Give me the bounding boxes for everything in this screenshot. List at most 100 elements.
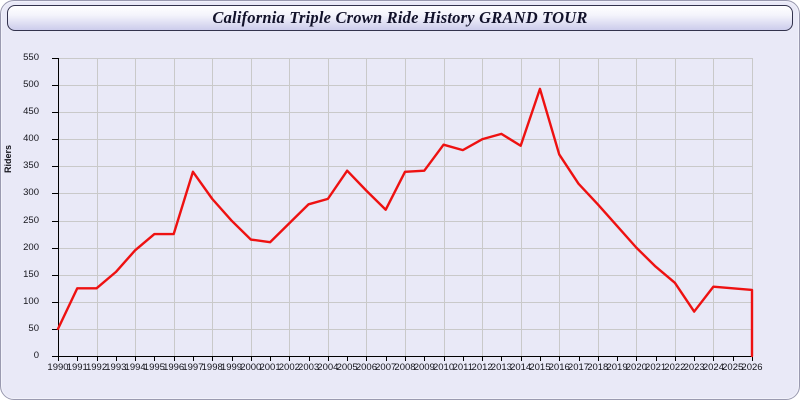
x-tick-mark [270,356,272,361]
x-tick-label: 2000 [240,362,262,373]
gridline-vertical [752,58,753,356]
x-tick-mark [462,356,464,361]
x-tick-label: 1998 [201,362,223,373]
x-tick-mark [289,356,291,361]
x-tick-mark [173,356,175,361]
gridline-vertical [520,58,522,356]
x-tick-mark [385,356,387,361]
x-tick-label: 2026 [741,362,763,373]
gridline-vertical [327,58,329,356]
x-tick-label: 2005 [336,362,358,373]
x-tick-mark [135,356,137,361]
x-tick-label: 2024 [702,362,725,373]
x-tick-mark [366,356,368,361]
y-tick-label: 550 [23,52,39,63]
gridline-vertical [443,58,445,356]
x-tick-mark [655,356,657,361]
x-tick-mark [482,356,484,361]
x-tick-mark [559,356,561,361]
x-tick-mark [520,356,522,361]
y-tick-mark [52,85,58,87]
x-tick-mark [58,356,59,361]
x-tick-label: 2015 [529,362,551,373]
x-tick-label: 2008 [394,362,416,373]
gridline-vertical [96,58,98,356]
x-tick-label: 1990 [47,362,69,373]
x-tick-label: 2025 [722,362,744,373]
y-tick-mark [52,58,58,59]
y-tick-mark [52,220,58,222]
page-title: California Triple Crown Ride History GRA… [212,8,588,27]
x-tick-mark [192,356,194,361]
x-tick-label: 1995 [143,362,165,373]
x-tick-label: 2016 [548,362,570,373]
x-tick-label: 2018 [587,362,609,373]
y-tick-label: 0 [33,350,39,361]
x-tick-label: 2009 [413,362,435,373]
x-tick-mark [539,356,541,361]
x-tick-label: 2011 [452,362,474,373]
y-tick-label: 350 [23,160,39,172]
x-tick-mark [115,356,117,361]
gridline-vertical [713,58,715,356]
y-tick-label: 300 [23,187,39,199]
x-tick-label: 1997 [182,362,204,373]
y-tick-mark [52,247,58,249]
y-tick-label: 150 [23,268,39,280]
y-tick-mark [52,193,58,195]
x-tick-label: 2019 [606,362,628,373]
x-tick-label: 2021 [645,362,667,373]
gridline-vertical [212,58,214,356]
x-tick-mark [347,356,349,361]
y-tick-mark [52,139,58,141]
x-tick-mark [674,356,676,361]
x-tick-mark [212,356,214,361]
x-tick-mark [636,356,638,361]
x-tick-label: 1994 [124,362,146,373]
x-tick-mark [96,356,98,361]
gridline-vertical [674,58,676,356]
y-tick-mark [52,356,58,357]
x-tick-label: 2003 [298,362,320,373]
x-tick-mark [694,356,696,361]
gridline-vertical [250,58,252,356]
window-titlebar: California Triple Crown Ride History GRA… [7,5,793,31]
x-tick-label: 2020 [625,362,647,373]
x-tick-label: 2013 [490,362,512,373]
x-tick-mark [617,356,619,361]
x-tick-mark [405,356,406,361]
axis-frame [58,58,753,357]
x-tick-mark [597,356,599,361]
x-tick-label: 2023 [683,362,705,373]
x-tick-label: 1991 [66,362,88,373]
y-tick-mark [52,301,58,303]
x-tick-mark [77,356,79,361]
y-tick-label: 500 [23,79,39,91]
gridline-vertical [636,58,638,356]
y-tick-mark [52,328,58,330]
y-tick-label: 100 [23,295,39,307]
x-tick-label: 1992 [85,362,108,373]
x-tick-label: 2002 [278,362,300,373]
x-tick-label: 2001 [259,362,281,373]
gridline-vertical [289,58,291,356]
x-tick-mark [443,356,445,361]
x-tick-label: 2017 [567,362,590,373]
x-tick-mark [578,356,580,361]
y-tick-mark [52,112,58,114]
y-tick-label: 200 [23,241,39,253]
x-tick-label: 2010 [432,362,455,373]
gridline-vertical [173,58,175,356]
x-tick-mark [424,356,426,361]
x-tick-mark [327,356,329,361]
y-tick-label: 250 [23,214,39,226]
x-tick-mark [732,356,734,361]
x-tick-label: 2022 [664,362,686,373]
gridline-vertical [405,58,406,356]
x-tick-label: 1996 [163,362,185,373]
x-tick-label: 2007 [375,362,397,373]
x-tick-label: 1993 [105,362,127,373]
